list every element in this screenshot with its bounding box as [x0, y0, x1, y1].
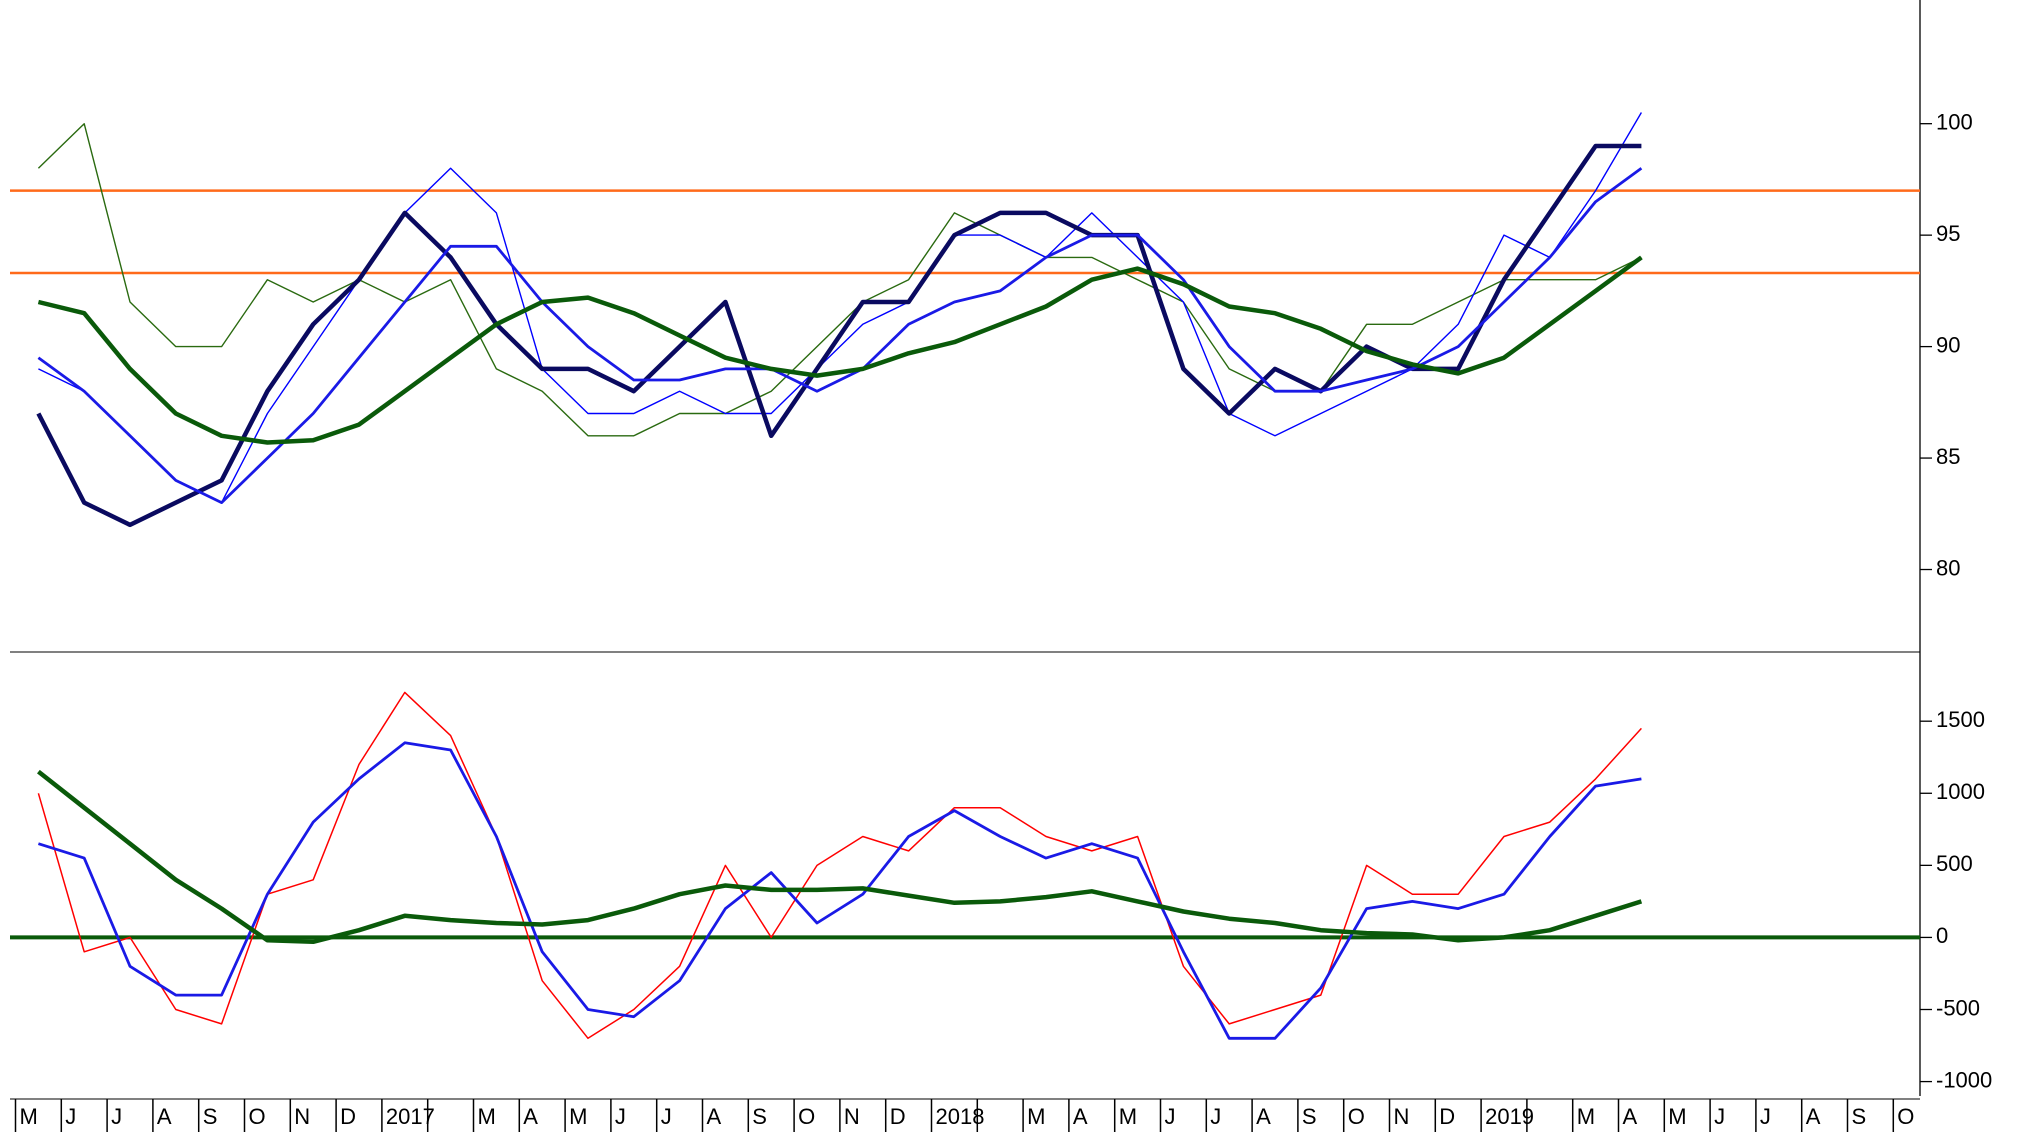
x-tick-label: J — [65, 1104, 76, 1129]
series-line — [37, 691, 1642, 1040]
x-tick-label: J — [1210, 1104, 1221, 1129]
x-tick-label: J — [1714, 1104, 1725, 1129]
series-line — [37, 741, 1642, 1040]
series-line — [37, 123, 1642, 437]
x-tick-label: A — [157, 1104, 172, 1129]
series-line — [37, 255, 1643, 445]
y-tick-label: 80 — [1936, 555, 1960, 580]
x-tick-label: A — [1623, 1104, 1638, 1129]
x-tick-label: J — [615, 1104, 626, 1129]
x-tick-label: S — [1302, 1104, 1317, 1129]
x-tick-label: O — [1348, 1104, 1365, 1129]
y-tick-label: -1000 — [1936, 1067, 1992, 1092]
y-tick-label: 95 — [1936, 221, 1960, 246]
x-tick-label: J — [1760, 1104, 1771, 1129]
x-tick-label: O — [798, 1104, 815, 1129]
x-tick-label: M — [1027, 1104, 1045, 1129]
y-tick-label: 0 — [1936, 923, 1948, 948]
x-tick-label: O — [1897, 1104, 1914, 1129]
x-tick-label: M — [569, 1104, 587, 1129]
x-tick-label: M — [20, 1104, 38, 1129]
x-tick-label: M — [478, 1104, 496, 1129]
x-tick-label: D — [1439, 1104, 1455, 1129]
x-tick-label: J — [1165, 1104, 1176, 1129]
x-tick-label: J — [111, 1104, 122, 1129]
x-tick-label: N — [1394, 1104, 1410, 1129]
x-tick-label: S — [1852, 1104, 1867, 1129]
y-tick-label: 500 — [1936, 851, 1973, 876]
x-tick-label: D — [340, 1104, 356, 1129]
x-tick-label: J — [661, 1104, 672, 1129]
x-tick-label: A — [523, 1104, 538, 1129]
x-tick-label: N — [844, 1104, 860, 1129]
x-tick-label: 2019 — [1485, 1104, 1534, 1129]
y-tick-label: 1000 — [1936, 779, 1985, 804]
y-tick-label: 100 — [1936, 110, 1973, 135]
series-line — [36, 143, 1642, 528]
series-line — [37, 769, 1643, 945]
x-tick-label: A — [707, 1104, 722, 1129]
y-tick-label: 85 — [1936, 444, 1960, 469]
x-tick-label: M — [1119, 1104, 1137, 1129]
x-tick-label: N — [294, 1104, 310, 1129]
y-tick-label: 1500 — [1936, 707, 1985, 732]
x-tick-label: M — [1668, 1104, 1686, 1129]
x-tick-label: 2018 — [936, 1104, 985, 1129]
x-tick-label: A — [1073, 1104, 1088, 1129]
y-tick-label: -500 — [1936, 995, 1980, 1020]
series-line — [37, 167, 1643, 504]
x-tick-label: M — [1577, 1104, 1595, 1129]
series-line — [38, 112, 1643, 504]
x-tick-label: 2017 — [386, 1104, 435, 1129]
x-tick-label: D — [890, 1104, 906, 1129]
x-tick-label: S — [752, 1104, 767, 1129]
y-tick-label: 90 — [1936, 332, 1960, 357]
x-tick-label: O — [249, 1104, 266, 1129]
x-tick-label: S — [203, 1104, 218, 1129]
x-tick-label: A — [1256, 1104, 1271, 1129]
x-tick-label: A — [1806, 1104, 1821, 1129]
